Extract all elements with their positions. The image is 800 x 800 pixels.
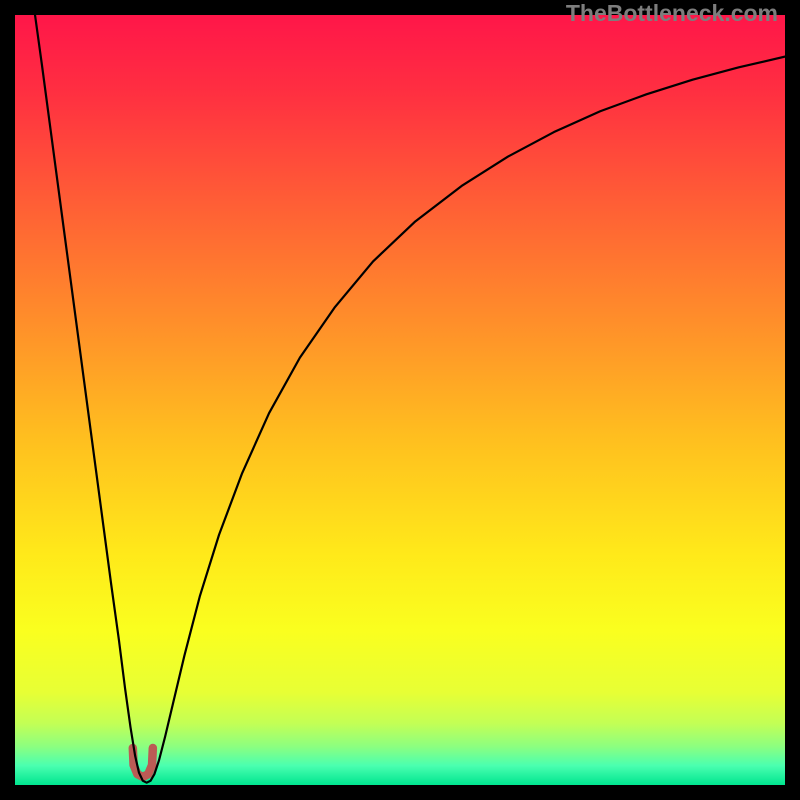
plot-area: [15, 15, 785, 785]
gradient-background: [15, 15, 785, 785]
chart-svg: [15, 15, 785, 785]
watermark-text: TheBottleneck.com: [566, 0, 778, 27]
